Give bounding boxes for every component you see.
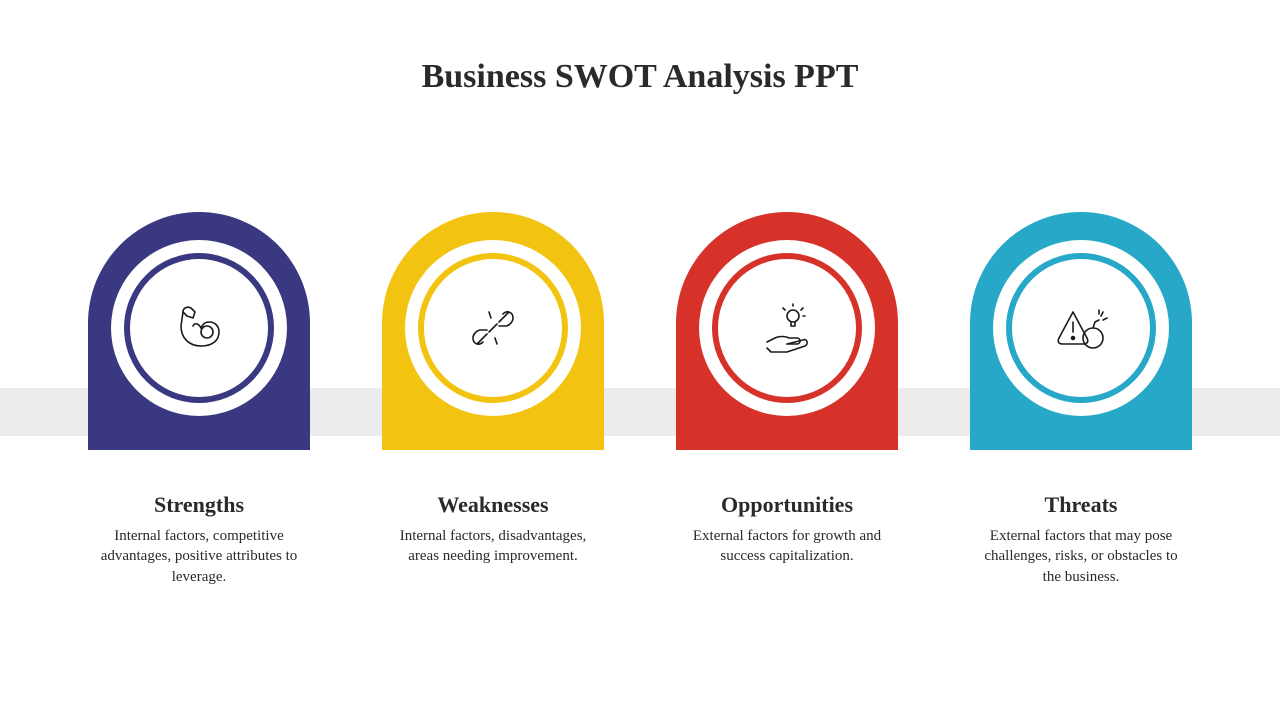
ring-outer (405, 240, 581, 416)
warning-bomb-icon (1049, 296, 1113, 360)
hand-bulb-icon (755, 296, 819, 360)
card-desc-opportunities: External factors for growth and success … (682, 526, 892, 567)
swot-card-threats: Threats External factors that may pose c… (970, 212, 1192, 587)
ring-outer (993, 240, 1169, 416)
card-title-opportunities: Opportunities (721, 492, 853, 518)
swot-card-row: Strengths Internal factors, competitive … (0, 212, 1280, 587)
swot-card-opportunities: Opportunities External factors for growt… (676, 212, 898, 587)
ring-outer (111, 240, 287, 416)
arch-weaknesses (382, 212, 604, 450)
card-desc-threats: External factors that may pose challenge… (976, 526, 1186, 587)
card-desc-weaknesses: Internal factors, disadvantages, areas n… (388, 526, 598, 567)
arch-strengths (88, 212, 310, 450)
arch-opportunities (676, 212, 898, 450)
card-title-threats: Threats (1045, 492, 1118, 518)
ring-outer (699, 240, 875, 416)
arch-threats (970, 212, 1192, 450)
ring-color (712, 253, 862, 403)
card-title-weaknesses: Weaknesses (437, 492, 548, 518)
swot-card-weaknesses: Weaknesses Internal factors, disadvantag… (382, 212, 604, 587)
card-desc-strengths: Internal factors, competitive advantages… (94, 526, 304, 587)
ring-color (1006, 253, 1156, 403)
card-title-strengths: Strengths (154, 492, 244, 518)
ring-color (124, 253, 274, 403)
muscle-icon (167, 296, 231, 360)
swot-card-strengths: Strengths Internal factors, competitive … (88, 212, 310, 587)
broken-link-icon (461, 296, 525, 360)
ring-color (418, 253, 568, 403)
page-title: Business SWOT Analysis PPT (0, 0, 1280, 96)
